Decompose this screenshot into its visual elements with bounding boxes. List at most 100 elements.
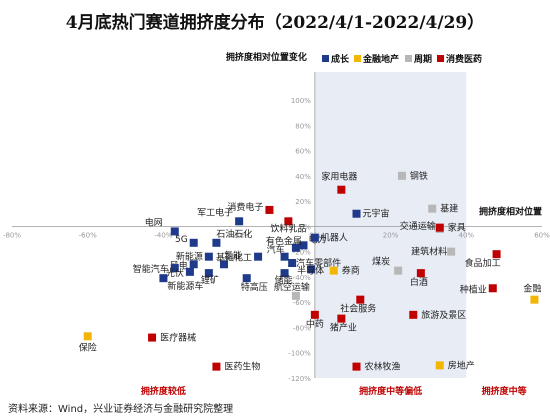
point-label: 社会服务 [340,303,376,315]
source-note: 资料来源：Wind，兴业证券经济与金融研究院整理 [8,404,234,415]
y-tick-label: -100% [288,350,311,358]
zone-label: 拥挤度中等偏低 [359,385,422,397]
data-point [435,361,444,370]
point-label: 军工电子 [197,206,233,218]
legend-label: 金融地产 [362,53,399,65]
x-tick-label: 60% [534,231,550,239]
data-point [352,362,361,371]
x-tick-label: 20% [383,231,399,239]
y-tick-label: -60% [293,299,311,307]
point-label: 航空运输 [274,281,310,293]
data-point [329,266,338,275]
point-label: 氢能 [224,249,242,261]
y-tick-label: -40% [293,274,311,282]
y-tick-label: 20% [295,198,311,206]
legend-label: 成长 [331,53,350,65]
point-label: 新能源车 [167,280,203,292]
point-label: 基建 [440,203,458,215]
point-label: 家具 [448,222,466,234]
data-point [170,227,179,236]
point-label: 白酒 [410,276,428,288]
data-point [280,269,289,278]
point-label: 农林牧渔 [365,361,401,373]
point-label: 机器人 [321,232,348,244]
data-point [394,266,403,275]
point-label: 半导体 [297,264,324,276]
data-point [280,252,289,261]
data-point [416,269,425,278]
point-label: 券商 [342,265,360,277]
legend-label: 周期 [414,53,432,65]
point-label: 元宇宙 [363,208,390,220]
point-label: 新能源 [176,251,203,263]
x-axis-title: 拥挤度相对位置 [479,205,542,217]
data-point [284,217,293,226]
y-tick-label: 60% [295,148,311,156]
legend-swatch [322,55,329,62]
data-point [185,267,194,276]
point-label: 锂矿 [201,274,219,286]
point-label: 食品加工 [465,257,501,269]
legend-swatch [405,55,412,62]
point-label: 基础化工 [216,252,252,264]
x-tick-label: 40% [459,231,475,239]
y-tick-label: 40% [295,173,311,181]
y-tick-label: -120% [288,375,311,383]
x-tick-label: -80% [3,231,21,239]
point-label: 石油石化 [216,228,252,240]
point-label: 智能汽车 [133,263,169,275]
point-label: 家用电器 [321,171,357,183]
point-label: 5G [175,235,188,245]
point-label: 中药 [306,318,324,330]
data-point [299,241,308,250]
point-label: 金融 [523,283,541,295]
data-point [189,238,198,247]
data-point [212,238,221,247]
data-point [356,295,365,304]
point-label: 医药生物 [224,361,260,373]
data-point [310,233,319,242]
legend-swatch [354,55,361,62]
data-point [204,252,213,261]
data-point [235,217,244,226]
data-point [447,247,456,256]
legend-label: 消费医药 [446,53,482,65]
data-point [189,260,198,269]
point-label: 医疗器械 [160,332,196,344]
y-tick-label: -80% [293,324,311,332]
data-point [288,259,297,268]
data-point [148,333,157,342]
data-point [310,310,319,319]
data-point [307,265,316,274]
data-point [409,310,418,319]
data-point [397,171,406,180]
point-label: 饮料乳品 [270,222,306,234]
data-point [291,243,300,252]
data-point [83,332,92,341]
point-label: 煤炭 [372,256,390,268]
y-tick-label: 100% [291,97,311,105]
data-point [492,250,501,259]
zone-label: 拥挤度较低 [141,385,186,397]
data-point [265,205,274,214]
x-tick-label: -20% [230,231,248,239]
point-label: 种植业 [460,283,487,295]
point-label: 有色金属 [266,235,302,247]
data-point [170,264,179,273]
point-label: 交通运输 [400,220,436,232]
data-point [220,260,228,269]
point-label: 储能 [275,274,293,286]
data-point [428,204,437,213]
data-point [254,252,263,261]
point-label: 消费电子 [227,201,263,213]
point-label: 特高压 [241,281,268,293]
data-point [159,274,168,283]
data-point [435,223,444,232]
chart-title: 4月底热门赛道拥挤度分布（2022/4/1-2022/4/29） [65,13,485,33]
point-label: 钢铁 [410,170,428,182]
zone-label: 拥挤度中等 [482,385,527,397]
point-label: 电网 [145,216,163,228]
data-point [291,291,300,300]
data-point [337,185,346,194]
